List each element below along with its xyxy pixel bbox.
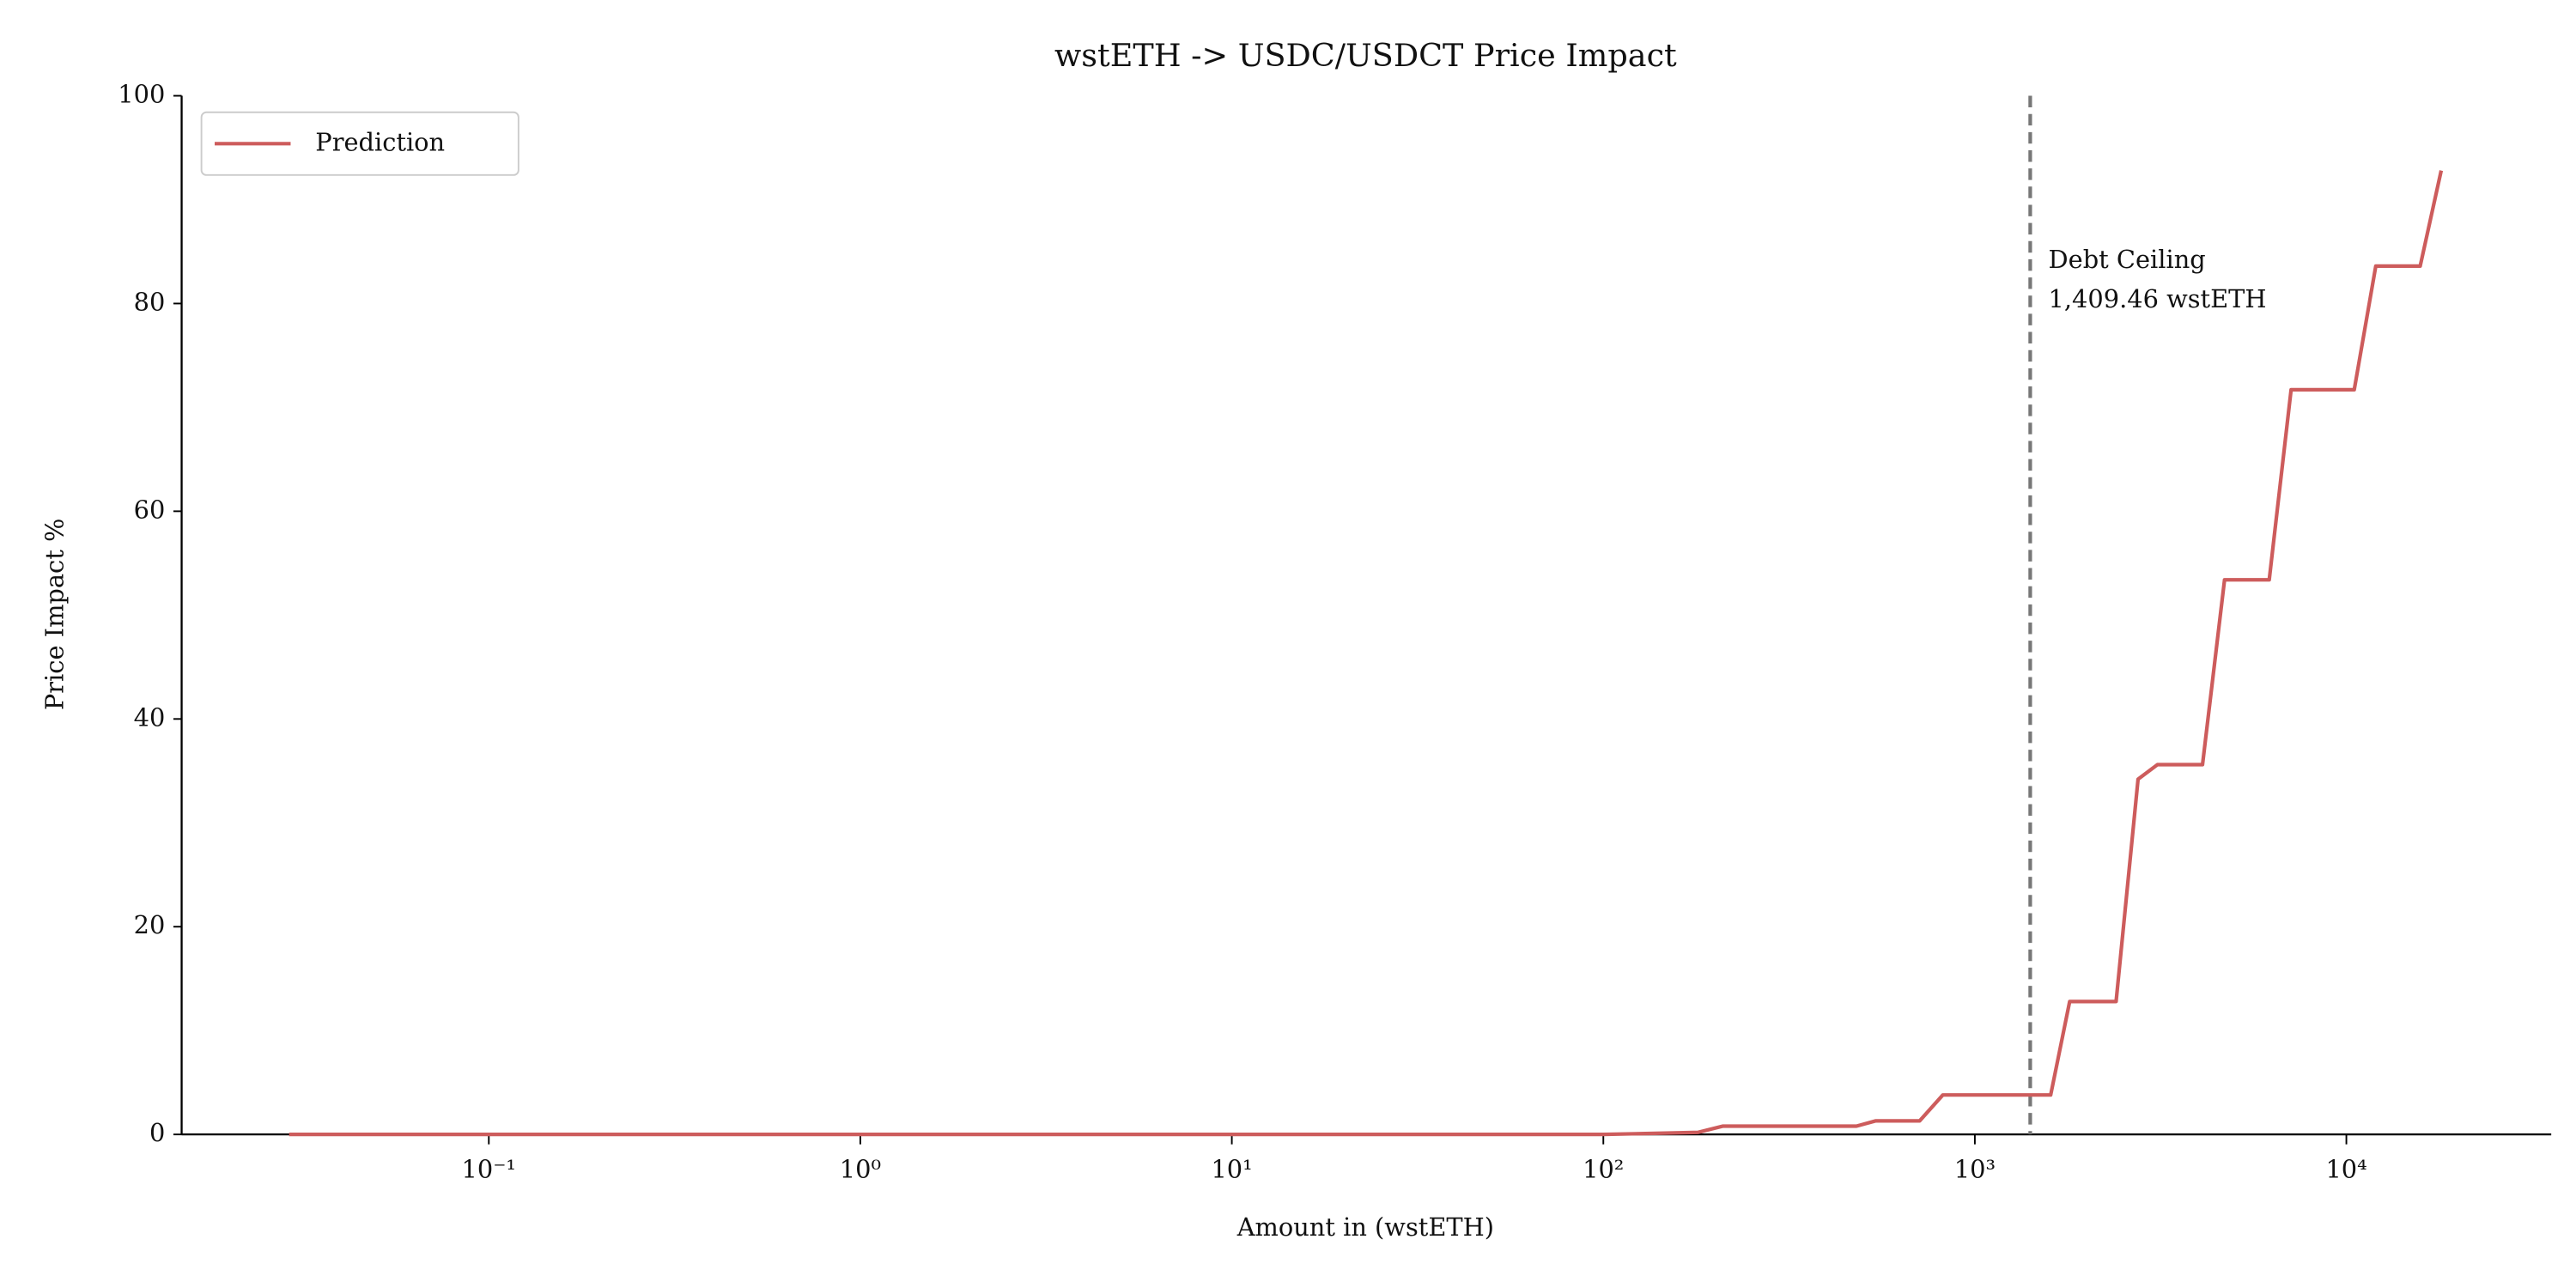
y-tick-label: 60	[134, 495, 166, 524]
x-tick-label: 10³	[1954, 1154, 1996, 1183]
annotation: Debt Ceiling	[2049, 245, 2206, 274]
x-tick-label: 10⁰	[840, 1154, 881, 1183]
legend-box	[200, 111, 519, 176]
x-tick-label: 10²	[1583, 1154, 1624, 1183]
x-tick-label: 10⁻¹	[462, 1154, 516, 1183]
y-tick-label: 100	[118, 80, 165, 109]
y-tick-label: 80	[134, 287, 166, 316]
y-tick-label: 0	[149, 1118, 165, 1147]
y-tick-label: 20	[134, 910, 166, 939]
annotation: 1,409.46 wstETH	[2049, 284, 2267, 313]
x-tick-label: 10⁴	[2325, 1154, 2366, 1183]
chart-title: wstETH -> USDC/USDCT Price Impact	[1054, 37, 1677, 74]
legend-label: Prediction	[315, 127, 445, 156]
y-tick-label: 40	[134, 702, 166, 732]
data-line	[289, 170, 2444, 1137]
x-axis-label: Amount in (wstETH)	[1236, 1212, 1494, 1242]
x-tick-label: 10¹	[1211, 1154, 1252, 1183]
y-axis-label: Price Impact %	[39, 519, 69, 710]
